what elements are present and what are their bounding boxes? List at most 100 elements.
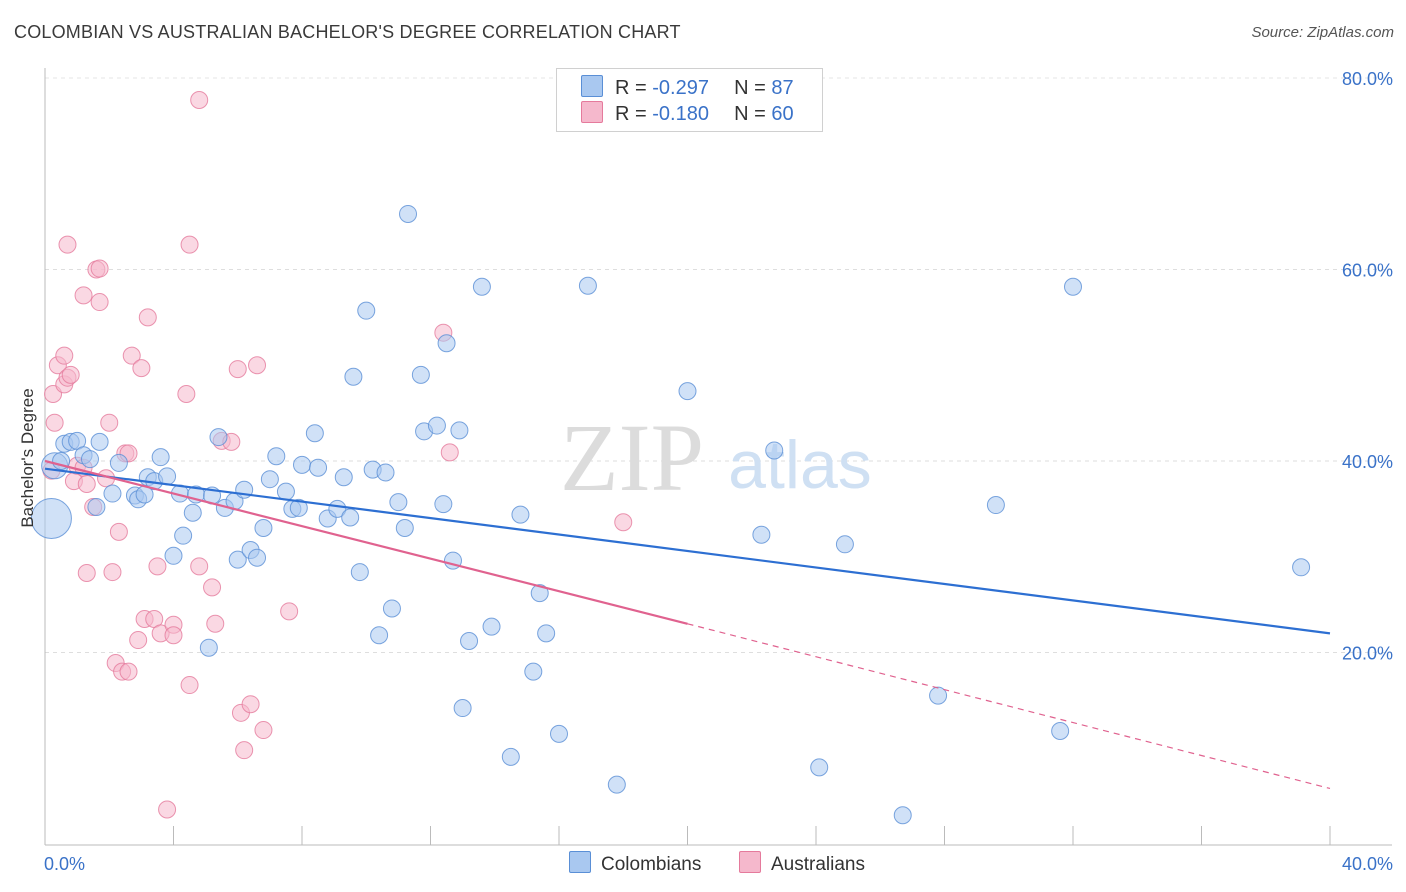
colombian-point	[1051, 722, 1070, 741]
legend-row-colombians: R = -0.297 N = 87	[581, 75, 794, 101]
colombian-point	[530, 584, 549, 603]
colombian-point	[453, 699, 472, 718]
colombian-point	[389, 493, 408, 512]
colombian-point	[1064, 277, 1082, 296]
colombian-point	[678, 382, 697, 401]
australian-point	[45, 413, 64, 432]
australian-point	[77, 564, 96, 583]
colombian-point	[370, 626, 389, 645]
australians-points	[42, 91, 633, 819]
y-tick-label: 40.0%	[1342, 452, 1393, 472]
colombian-point	[158, 467, 177, 486]
australian-point	[254, 721, 273, 740]
colombian-point	[395, 519, 414, 538]
australian-point	[55, 346, 74, 365]
australian-point	[440, 443, 459, 462]
australian-point	[58, 235, 77, 254]
australian-point	[228, 360, 247, 379]
australians-trend-extension	[687, 623, 1331, 790]
colombian-point	[254, 519, 273, 538]
colombian-point	[350, 563, 369, 582]
colombian-point	[376, 463, 395, 482]
australian-point	[241, 695, 260, 714]
y-axis-label: Bachelor's Degree	[18, 388, 37, 528]
watermark-zip: ZIP	[560, 404, 704, 511]
australian-point	[180, 676, 199, 695]
colombian-point	[427, 416, 446, 435]
trend-lines	[44, 459, 1331, 790]
y-tick-label: 60.0%	[1342, 261, 1393, 281]
australian-point	[148, 557, 167, 576]
legend-r-label: R =	[615, 103, 647, 125]
watermark: ZIP atlas	[560, 404, 872, 511]
gridlines	[45, 77, 1392, 653]
legend-label-australians: Australians	[771, 854, 865, 875]
y-tick-label: 80.0%	[1342, 69, 1393, 89]
legend-n-value: 87	[771, 77, 794, 99]
colombian-point	[90, 432, 109, 451]
australian-point	[109, 522, 128, 541]
colombian-point	[382, 599, 401, 618]
colombian-point	[472, 277, 491, 296]
colombian-point	[1292, 558, 1311, 577]
colombian-point	[334, 468, 353, 487]
colombian-point	[164, 546, 183, 565]
axes	[44, 68, 1392, 846]
stats-legend: R = -0.297 N = 87 R = -0.180 N = 60	[556, 68, 823, 132]
legend-swatch-australians	[739, 851, 761, 873]
australian-point	[90, 293, 109, 312]
colombian-point	[835, 535, 854, 554]
colombian-point	[482, 617, 501, 636]
colombian-point	[87, 497, 106, 516]
colombian-point	[810, 758, 829, 777]
australian-point	[90, 259, 109, 278]
colombian-point	[607, 775, 626, 794]
legend-n-label: N =	[734, 77, 766, 99]
australian-point	[206, 614, 225, 633]
australian-point	[158, 800, 177, 819]
australian-point	[203, 578, 222, 597]
australian-point	[122, 346, 141, 365]
tick-labels: 20.0% 40.0% 60.0% 80.0% 0.0% 40.0%	[44, 69, 1393, 874]
legend-label-colombians: Colombians	[601, 854, 702, 875]
bottom-legend-australians[interactable]: Australians	[739, 851, 865, 876]
colombian-point	[929, 686, 948, 705]
colombian-point	[209, 428, 228, 447]
australian-point	[74, 286, 93, 305]
australian-point	[235, 741, 254, 760]
legend-n-value: 60	[771, 103, 794, 125]
colombians-trend-line	[44, 467, 1331, 635]
legend-row-australians: R = -0.180 N = 60	[581, 101, 794, 127]
colombian-point	[344, 367, 363, 386]
colombian-point	[437, 334, 456, 353]
chart-title: COLOMBIAN VS AUSTRALIAN BACHELOR'S DEGRE…	[14, 22, 681, 42]
colombian-point	[267, 447, 286, 466]
australian-point	[77, 474, 96, 493]
australian-point	[129, 631, 148, 650]
colombian-point	[30, 497, 72, 539]
australian-point	[164, 626, 183, 645]
australian-point	[61, 365, 80, 384]
colombian-point	[183, 503, 202, 522]
colombian-point	[151, 448, 170, 467]
australian-point	[280, 602, 299, 621]
y-tick-label: 20.0%	[1342, 644, 1393, 664]
colombian-point	[248, 548, 267, 567]
colombian-point	[276, 482, 295, 501]
legend-r-label: R =	[615, 77, 647, 99]
legend-r-value: -0.180	[652, 103, 709, 125]
colombian-point	[450, 421, 469, 440]
colombian-point	[174, 526, 193, 545]
watermark-atlas: atlas	[728, 427, 872, 503]
australian-point	[132, 359, 151, 378]
colombian-point	[305, 424, 324, 443]
x-tick-label: 0.0%	[44, 854, 85, 874]
colombian-point	[752, 525, 771, 544]
legend-swatch-australians	[581, 101, 603, 123]
colombian-point	[80, 450, 99, 469]
source-label: Source: ZipAtlas.com	[1251, 24, 1394, 41]
colombian-point	[524, 662, 543, 681]
bottom-legend-colombians[interactable]: Colombians	[569, 851, 701, 876]
australian-point	[100, 413, 119, 432]
colombian-point	[109, 453, 128, 472]
